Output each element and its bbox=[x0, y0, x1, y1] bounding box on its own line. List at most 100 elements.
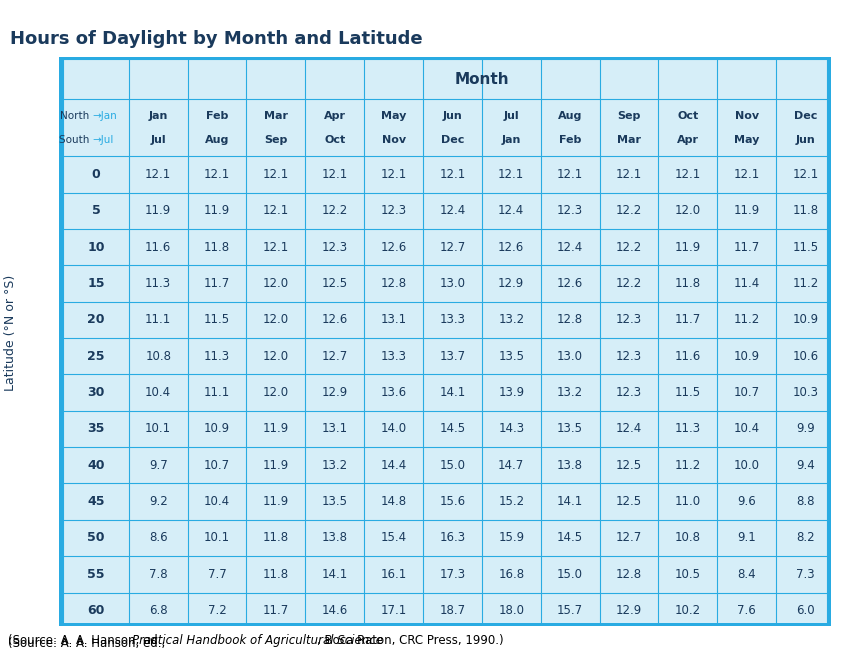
Text: 13.2: 13.2 bbox=[321, 459, 348, 472]
Text: 9.1: 9.1 bbox=[737, 531, 756, 545]
Text: 12.3: 12.3 bbox=[321, 240, 348, 254]
Text: Feb: Feb bbox=[559, 135, 581, 145]
Text: 12.0: 12.0 bbox=[263, 386, 289, 399]
Text: Dec: Dec bbox=[441, 135, 464, 145]
Text: 11.7: 11.7 bbox=[263, 604, 289, 617]
Text: 13.9: 13.9 bbox=[499, 386, 524, 399]
Text: 12.1: 12.1 bbox=[204, 168, 230, 181]
Text: 11.2: 11.2 bbox=[792, 277, 818, 290]
Text: 17.1: 17.1 bbox=[381, 604, 407, 617]
Text: 10.1: 10.1 bbox=[145, 422, 171, 436]
Text: 11.9: 11.9 bbox=[263, 495, 289, 508]
Text: 40: 40 bbox=[87, 459, 105, 472]
Text: 12.3: 12.3 bbox=[381, 204, 407, 217]
Text: 12.5: 12.5 bbox=[321, 277, 348, 290]
Text: 11.3: 11.3 bbox=[145, 277, 171, 290]
Text: 55: 55 bbox=[87, 568, 105, 581]
Text: 7.2: 7.2 bbox=[208, 604, 226, 617]
Text: , Boca Raton, CRC Press, 1990.): , Boca Raton, CRC Press, 1990.) bbox=[317, 634, 504, 647]
Text: 11.2: 11.2 bbox=[734, 314, 760, 326]
Text: 14.8: 14.8 bbox=[381, 495, 407, 508]
Text: 11.4: 11.4 bbox=[734, 277, 760, 290]
Text: 11.2: 11.2 bbox=[675, 459, 701, 472]
Text: Aug: Aug bbox=[205, 135, 229, 145]
Text: 11.7: 11.7 bbox=[734, 240, 760, 254]
Text: 13.3: 13.3 bbox=[439, 314, 466, 326]
Text: 16.1: 16.1 bbox=[381, 568, 407, 581]
Text: Jul: Jul bbox=[504, 111, 519, 121]
Text: 12.1: 12.1 bbox=[321, 168, 348, 181]
Text: 12.0: 12.0 bbox=[263, 350, 289, 363]
Text: 11.9: 11.9 bbox=[263, 422, 289, 436]
Text: 14.0: 14.0 bbox=[381, 422, 407, 436]
Text: Latitude (°N or °S): Latitude (°N or °S) bbox=[4, 275, 17, 391]
Text: 6.0: 6.0 bbox=[796, 604, 815, 617]
Text: 12.9: 12.9 bbox=[616, 604, 642, 617]
Text: 11.1: 11.1 bbox=[204, 386, 230, 399]
Text: 5: 5 bbox=[92, 204, 100, 217]
Text: →Jul: →Jul bbox=[92, 135, 114, 145]
Text: 11.8: 11.8 bbox=[792, 204, 818, 217]
Text: (Source: A. A. Hanson, ed.,: (Source: A. A. Hanson, ed., bbox=[8, 634, 170, 647]
Text: 11.8: 11.8 bbox=[263, 568, 289, 581]
Text: 11.7: 11.7 bbox=[675, 314, 701, 326]
Text: 13.1: 13.1 bbox=[321, 422, 348, 436]
Text: 12.1: 12.1 bbox=[557, 168, 583, 181]
Text: 12.3: 12.3 bbox=[557, 204, 583, 217]
Text: →Jan: →Jan bbox=[92, 111, 118, 121]
Text: Dec: Dec bbox=[794, 111, 817, 121]
Text: 10.9: 10.9 bbox=[204, 422, 230, 436]
Text: 12.2: 12.2 bbox=[321, 204, 348, 217]
Text: 11.6: 11.6 bbox=[675, 350, 701, 363]
Text: 12.8: 12.8 bbox=[616, 568, 642, 581]
Text: 12.2: 12.2 bbox=[616, 277, 642, 290]
Text: 8.2: 8.2 bbox=[796, 531, 815, 545]
Text: 15: 15 bbox=[87, 277, 105, 290]
Text: 12.3: 12.3 bbox=[616, 386, 642, 399]
Text: 10.0: 10.0 bbox=[734, 459, 760, 472]
Text: 12.4: 12.4 bbox=[557, 240, 583, 254]
Text: 13.7: 13.7 bbox=[439, 350, 466, 363]
Text: 14.4: 14.4 bbox=[381, 459, 407, 472]
Text: 12.7: 12.7 bbox=[616, 531, 642, 545]
Text: 60: 60 bbox=[87, 604, 104, 617]
Text: North: North bbox=[60, 111, 92, 121]
Text: 10.7: 10.7 bbox=[204, 459, 230, 472]
Text: 11.3: 11.3 bbox=[204, 350, 230, 363]
Text: Nov: Nov bbox=[734, 111, 759, 121]
Text: 7.3: 7.3 bbox=[796, 568, 815, 581]
Text: 12.6: 12.6 bbox=[557, 277, 583, 290]
Text: 10.9: 10.9 bbox=[792, 314, 818, 326]
Text: 10.8: 10.8 bbox=[675, 531, 700, 545]
Text: 18.7: 18.7 bbox=[439, 604, 466, 617]
Text: 13.1: 13.1 bbox=[381, 314, 407, 326]
Text: 13.3: 13.3 bbox=[381, 350, 406, 363]
Text: 10: 10 bbox=[87, 240, 105, 254]
Text: 11.6: 11.6 bbox=[145, 240, 171, 254]
Text: Jan: Jan bbox=[501, 135, 521, 145]
Text: 11.8: 11.8 bbox=[204, 240, 230, 254]
Text: Jun: Jun bbox=[443, 111, 462, 121]
Text: 7.8: 7.8 bbox=[149, 568, 168, 581]
Text: 16.3: 16.3 bbox=[439, 531, 466, 545]
Text: 14.3: 14.3 bbox=[499, 422, 524, 436]
Text: 15.7: 15.7 bbox=[557, 604, 583, 617]
Text: May: May bbox=[734, 135, 759, 145]
Text: 11.9: 11.9 bbox=[263, 459, 289, 472]
Text: 15.0: 15.0 bbox=[439, 459, 466, 472]
Text: 12.9: 12.9 bbox=[321, 386, 348, 399]
Text: 15.4: 15.4 bbox=[381, 531, 407, 545]
Text: 12.0: 12.0 bbox=[263, 277, 289, 290]
Text: 11.5: 11.5 bbox=[675, 386, 700, 399]
Text: 15.0: 15.0 bbox=[557, 568, 583, 581]
Text: 10.2: 10.2 bbox=[675, 604, 700, 617]
Text: 11.9: 11.9 bbox=[145, 204, 171, 217]
Text: 13.2: 13.2 bbox=[557, 386, 583, 399]
Text: 11.9: 11.9 bbox=[675, 240, 701, 254]
Text: 12.4: 12.4 bbox=[498, 204, 524, 217]
Text: 11.8: 11.8 bbox=[263, 531, 289, 545]
Text: 12.2: 12.2 bbox=[616, 204, 642, 217]
Text: 12.9: 12.9 bbox=[498, 277, 524, 290]
Text: Oct: Oct bbox=[324, 135, 345, 145]
Text: 12.3: 12.3 bbox=[616, 314, 642, 326]
